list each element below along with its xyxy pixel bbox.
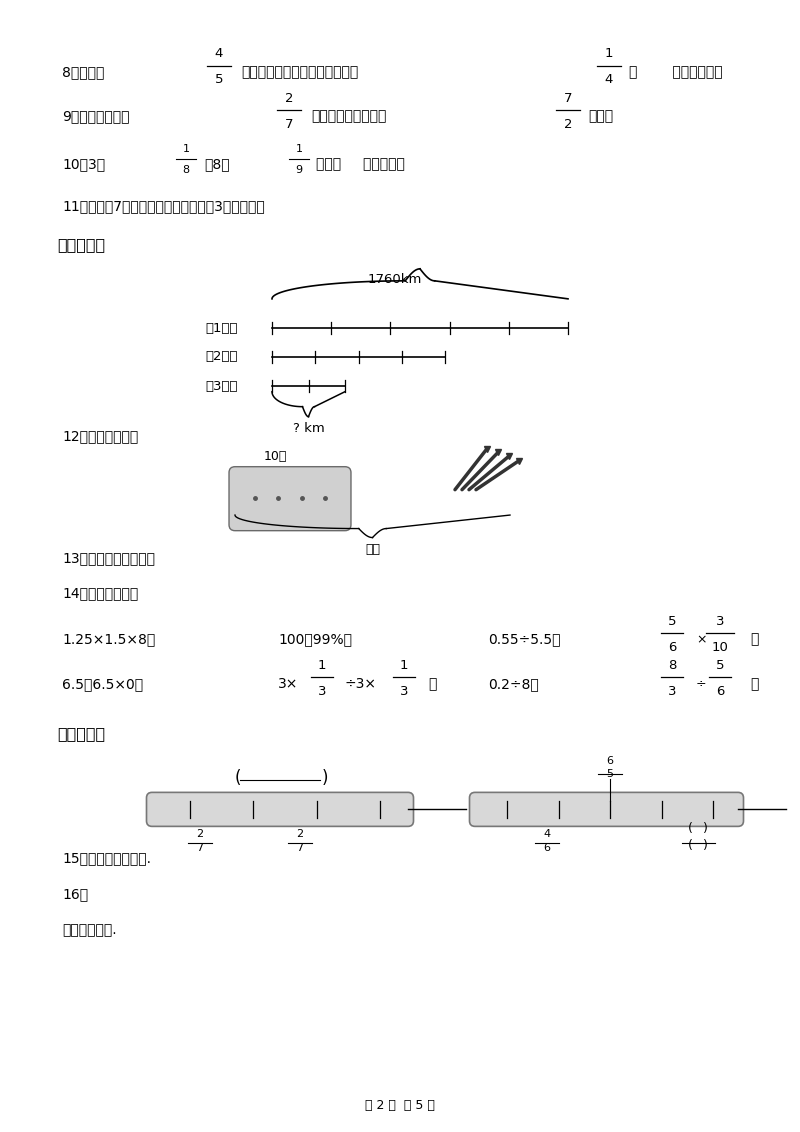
Text: 1.25×1.5×8＝: 1.25×1.5×8＝: [62, 633, 155, 646]
Text: ): ): [702, 840, 707, 852]
Text: 8: 8: [182, 165, 190, 175]
Text: 3: 3: [716, 615, 724, 627]
Text: 1: 1: [318, 659, 326, 671]
Text: ，那么乙数是甲数的: ，那么乙数是甲数的: [311, 110, 386, 123]
Text: 2: 2: [285, 92, 294, 104]
Text: 。        （判断对错）: 。 （判断对错）: [629, 66, 722, 79]
Text: 7: 7: [297, 843, 303, 854]
Text: ×: ×: [696, 633, 706, 646]
Text: ？支: ？支: [365, 543, 380, 556]
Text: 12．看图列式计算: 12．看图列式计算: [62, 429, 138, 443]
Text: 2: 2: [197, 830, 203, 840]
Text: 3×: 3×: [278, 677, 298, 691]
Text: 第 2 页  共 5 页: 第 2 页 共 5 页: [365, 1099, 435, 1113]
Text: 100－99%＝: 100－99%＝: [278, 633, 352, 646]
Text: 13．我会看图写算式。: 13．我会看图写算式。: [62, 551, 155, 565]
Text: 6: 6: [716, 685, 724, 697]
Text: ÷3×: ÷3×: [345, 677, 377, 691]
FancyBboxPatch shape: [146, 792, 414, 826]
Text: 第1天：: 第1天：: [205, 321, 238, 335]
Text: 6: 6: [606, 756, 614, 766]
Text: (: (: [687, 840, 693, 852]
Text: 2: 2: [297, 830, 303, 840]
Text: (: (: [687, 822, 693, 835]
Text: 0.2÷8＝: 0.2÷8＝: [488, 677, 538, 691]
Text: 3: 3: [400, 685, 408, 697]
Text: 11．分母是7的所有最简真分数的和是3。（＿＿）: 11．分母是7的所有最简真分数的和是3。（＿＿）: [62, 199, 265, 213]
Text: 15．填空并列式计算.: 15．填空并列式计算.: [62, 851, 151, 865]
Text: 1: 1: [182, 144, 190, 154]
Text: 1: 1: [400, 659, 408, 671]
Text: (: (: [235, 770, 242, 788]
Text: ): ): [322, 770, 329, 788]
Text: 4: 4: [605, 74, 613, 86]
Text: 10: 10: [711, 641, 729, 653]
Text: ＝: ＝: [750, 677, 758, 691]
Text: 1760km: 1760km: [368, 273, 422, 286]
Text: 7: 7: [285, 118, 294, 130]
Text: 1: 1: [295, 144, 302, 154]
Text: 8．甲数的: 8．甲数的: [62, 66, 104, 79]
FancyBboxPatch shape: [229, 466, 351, 531]
Text: 5: 5: [214, 74, 223, 86]
Text: 5: 5: [716, 659, 724, 671]
Text: 4: 4: [215, 48, 223, 60]
Text: 8: 8: [668, 659, 676, 671]
Text: ．＿＿: ．＿＿: [588, 110, 613, 123]
Text: 10支: 10支: [263, 449, 286, 463]
Text: 相等。     （＿＿＿）: 相等。 （＿＿＿）: [316, 157, 405, 171]
Text: 3: 3: [668, 685, 676, 697]
Text: ÷: ÷: [696, 677, 706, 691]
Text: 5: 5: [668, 615, 676, 627]
FancyBboxPatch shape: [470, 792, 743, 826]
Text: ＝: ＝: [428, 677, 436, 691]
Text: 和8个: 和8个: [204, 157, 230, 171]
Text: 3: 3: [318, 685, 326, 697]
Text: 1: 1: [605, 48, 614, 60]
Text: 14．直接写出得数: 14．直接写出得数: [62, 586, 138, 600]
Text: 6.5－6.5×0＝: 6.5－6.5×0＝: [62, 677, 143, 691]
Text: 4: 4: [543, 830, 550, 840]
Text: 5: 5: [606, 770, 614, 779]
Text: 7: 7: [564, 92, 572, 104]
Text: 10．3个: 10．3个: [62, 157, 105, 171]
Text: ): ): [702, 822, 707, 835]
Text: 2: 2: [564, 118, 572, 130]
Text: 16．: 16．: [62, 887, 88, 901]
Text: 四、计算题: 四、计算题: [57, 237, 105, 252]
Text: 和乙数相等，那么甲数比乙数大: 和乙数相等，那么甲数比乙数大: [241, 66, 358, 79]
Text: 直接写出得数.: 直接写出得数.: [62, 924, 117, 937]
Text: ＝: ＝: [750, 633, 758, 646]
Text: 7: 7: [197, 843, 203, 854]
Text: 6: 6: [668, 641, 676, 653]
Text: 第2天：: 第2天：: [205, 350, 238, 363]
Text: 0.55÷5.5＝: 0.55÷5.5＝: [488, 633, 561, 646]
Text: 6: 6: [543, 843, 550, 854]
Text: 9．甲数是乙数的: 9．甲数是乙数的: [62, 110, 130, 123]
Text: 五、解答题: 五、解答题: [57, 726, 105, 741]
Text: 第3天：: 第3天：: [205, 379, 238, 393]
Text: 9: 9: [295, 165, 302, 175]
Text: ? km: ? km: [293, 422, 324, 435]
